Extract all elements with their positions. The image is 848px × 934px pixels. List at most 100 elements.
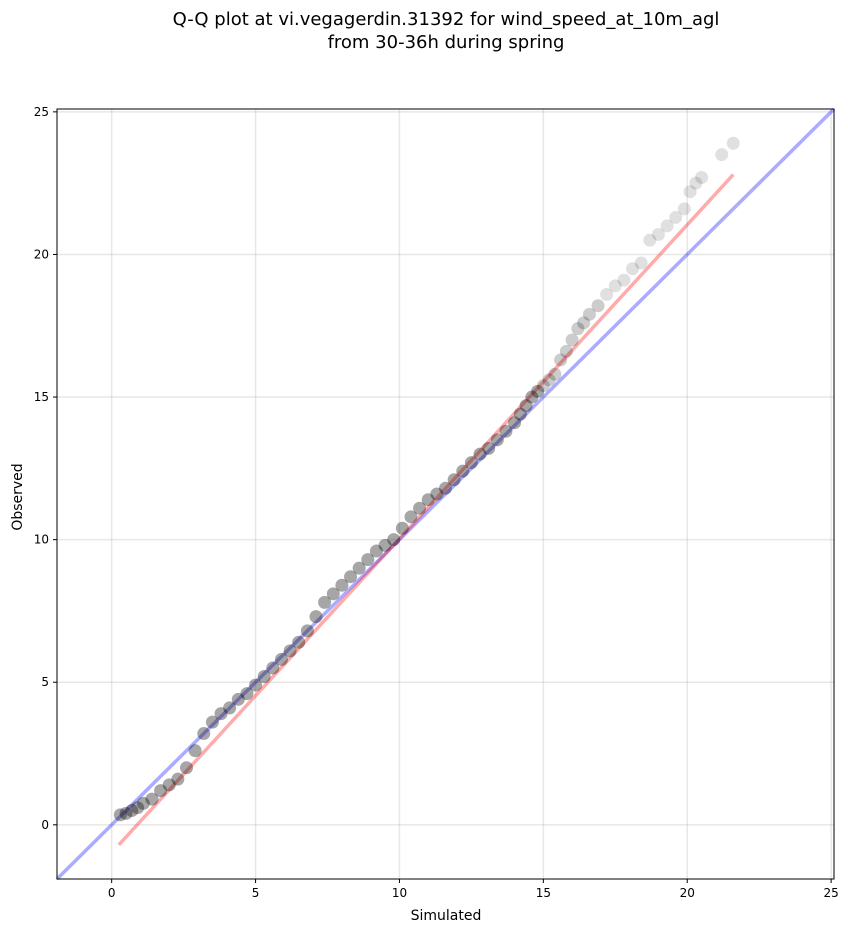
data-point bbox=[205, 715, 219, 729]
data-point bbox=[542, 373, 556, 387]
data-point bbox=[395, 521, 409, 535]
data-point bbox=[499, 424, 513, 438]
data-point bbox=[131, 801, 145, 815]
chart-title-line-2: from 30-36h during spring bbox=[328, 32, 565, 53]
data-point bbox=[171, 772, 185, 786]
data-point bbox=[154, 784, 168, 798]
data-point bbox=[651, 227, 665, 241]
grid-lines bbox=[57, 109, 834, 879]
data-point bbox=[318, 595, 332, 609]
y-tick-label: 0 bbox=[41, 818, 49, 832]
data-point bbox=[283, 644, 297, 658]
data-point bbox=[249, 678, 263, 692]
data-point bbox=[571, 322, 585, 336]
x-tick-label: 5 bbox=[252, 886, 260, 900]
data-point bbox=[113, 808, 127, 822]
data-point bbox=[361, 553, 375, 567]
y-tick-label: 10 bbox=[34, 533, 49, 547]
data-point bbox=[689, 176, 703, 190]
data-point bbox=[559, 344, 573, 358]
data-point bbox=[274, 652, 288, 666]
x-axis-label: Simulated bbox=[411, 908, 482, 924]
data-point bbox=[309, 610, 323, 624]
x-tick-label: 15 bbox=[536, 886, 551, 900]
chart-title-line-1: Q-Q plot at vi.vegagerdin.31392 for wind… bbox=[173, 9, 720, 30]
data-point bbox=[352, 561, 366, 575]
data-point bbox=[378, 538, 392, 552]
data-point bbox=[634, 256, 648, 270]
data-point bbox=[683, 185, 697, 199]
data-point bbox=[490, 433, 504, 447]
data-point bbox=[369, 544, 383, 558]
data-point bbox=[387, 533, 401, 547]
data-point bbox=[695, 170, 709, 184]
x-tick-label: 10 bbox=[392, 886, 407, 900]
data-point bbox=[257, 670, 271, 684]
data-point bbox=[531, 384, 545, 398]
data-point bbox=[626, 262, 640, 276]
data-point bbox=[565, 333, 579, 347]
x-tick-label: 25 bbox=[823, 886, 838, 900]
quantile-points bbox=[113, 136, 740, 822]
data-point bbox=[326, 587, 340, 601]
plot-frame bbox=[56, 108, 835, 880]
data-point bbox=[591, 299, 605, 313]
data-point bbox=[188, 744, 202, 758]
y-tick-label: 20 bbox=[34, 247, 49, 261]
data-point bbox=[456, 464, 470, 478]
data-point bbox=[536, 379, 550, 393]
y-tick-label: 15 bbox=[34, 390, 49, 404]
data-point bbox=[240, 687, 254, 701]
data-point bbox=[577, 316, 591, 330]
data-point bbox=[125, 804, 139, 818]
data-point bbox=[617, 273, 631, 287]
data-point bbox=[421, 493, 435, 507]
x-ticks: 0 5 10 15 20 25 bbox=[108, 879, 839, 900]
data-point bbox=[413, 501, 427, 515]
data-point bbox=[223, 701, 237, 715]
data-point bbox=[231, 692, 245, 706]
y-tick-label: 25 bbox=[34, 105, 49, 119]
data-point bbox=[292, 635, 306, 649]
data-point bbox=[145, 792, 159, 806]
x-tick-label: 20 bbox=[680, 886, 695, 900]
data-point bbox=[214, 707, 228, 721]
data-point bbox=[660, 219, 674, 233]
data-point bbox=[669, 210, 683, 224]
data-point bbox=[608, 279, 622, 293]
data-point bbox=[519, 399, 533, 413]
data-point bbox=[554, 353, 568, 367]
x-tick-label: 0 bbox=[108, 886, 116, 900]
y-ticks: 0 5 10 15 20 25 bbox=[34, 105, 57, 832]
data-point bbox=[430, 487, 444, 501]
data-point bbox=[344, 570, 358, 584]
data-point bbox=[600, 287, 614, 301]
data-point bbox=[300, 624, 314, 638]
y-axis-label: Observed bbox=[10, 463, 26, 530]
data-point bbox=[162, 778, 176, 792]
data-point bbox=[180, 761, 193, 775]
data-point bbox=[464, 456, 478, 470]
data-point bbox=[119, 806, 133, 820]
data-point bbox=[136, 796, 150, 810]
data-point bbox=[482, 441, 496, 455]
data-point bbox=[439, 481, 452, 495]
data-point bbox=[473, 447, 487, 461]
reference-line-layer bbox=[55, 107, 836, 881]
data-point bbox=[513, 407, 527, 421]
data-point bbox=[677, 202, 691, 216]
data-point bbox=[643, 233, 657, 247]
data-point bbox=[726, 136, 740, 150]
data-point bbox=[447, 473, 461, 487]
data-point bbox=[582, 307, 596, 321]
data-point bbox=[508, 416, 522, 430]
data-point bbox=[404, 510, 418, 524]
data-point bbox=[548, 367, 562, 381]
fit-line bbox=[117, 173, 735, 846]
data-point bbox=[525, 390, 539, 404]
data-point bbox=[197, 727, 211, 741]
data-point bbox=[715, 148, 729, 162]
fit-line-layer bbox=[117, 173, 735, 846]
y-tick-label: 5 bbox=[41, 675, 49, 689]
